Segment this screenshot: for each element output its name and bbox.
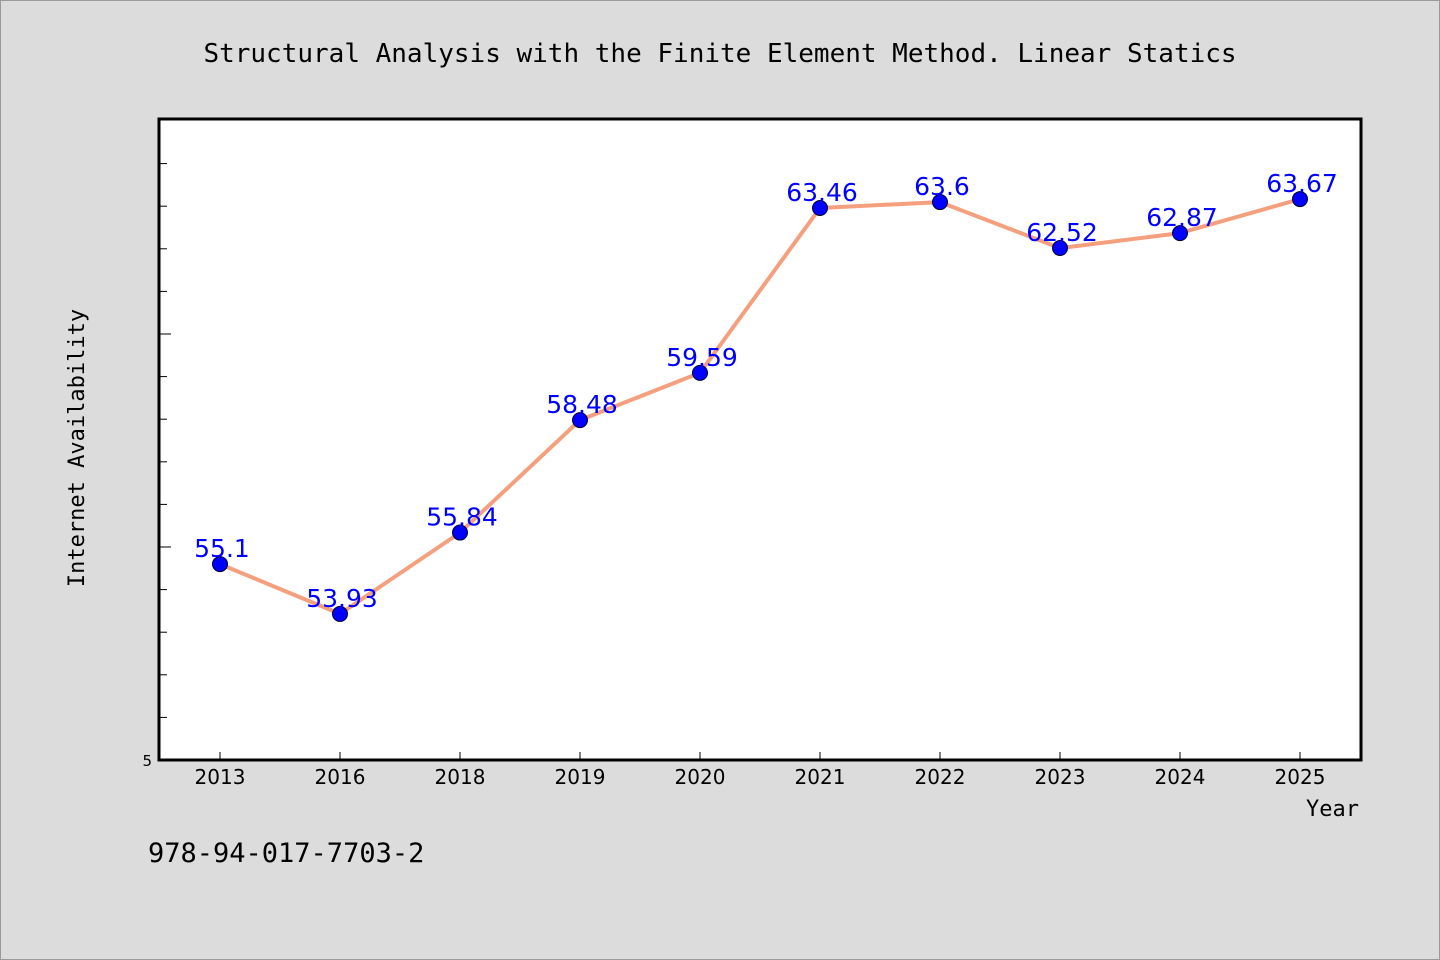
data-point — [932, 194, 948, 211]
x-tick-label: 2022 — [915, 765, 966, 789]
x-tick-label: 2024 — [1155, 765, 1206, 789]
data-label: 55.84 — [426, 503, 498, 532]
y-axis-label: Internet Availability — [65, 309, 90, 587]
data-label: 59.59 — [666, 343, 738, 372]
x-tick-label: 2018 — [435, 765, 486, 789]
x-tick-label: 2019 — [555, 765, 606, 789]
data-point — [692, 364, 708, 381]
data-label: 55.1 — [194, 534, 250, 563]
x-axis-label: Year — [1306, 797, 1359, 822]
isbn-text: 978-94-017-7703-2 — [148, 838, 424, 869]
data-point — [212, 556, 228, 573]
y-axis-ticks: 5 — [142, 163, 171, 770]
x-tick-label: 2021 — [795, 765, 846, 789]
data-label: 62.52 — [1026, 218, 1098, 247]
data-point — [1172, 225, 1188, 242]
data-label: 53.93 — [306, 584, 378, 613]
data-label: 58.48 — [546, 390, 618, 419]
data-label: 62.87 — [1146, 203, 1218, 232]
data-label: 63.6 — [914, 172, 970, 201]
data-label: 63.46 — [786, 178, 858, 207]
data-point — [332, 605, 348, 622]
x-tick-label: 2025 — [1275, 765, 1326, 789]
data-markers — [212, 191, 1308, 622]
chart-title: Structural Analysis with the Finite Elem… — [203, 39, 1236, 69]
data-point — [452, 524, 468, 541]
x-tick-label: 2016 — [315, 765, 366, 789]
data-point — [1292, 191, 1308, 208]
y-tick-label: 5 — [142, 752, 152, 770]
x-axis-ticks: 2013 2016 2018 2019 2020 2021 2022 2023 2024 2025 — [195, 752, 1326, 789]
data-label: 63.67 — [1266, 169, 1338, 198]
data-point — [1052, 240, 1068, 257]
x-tick-label: 2020 — [675, 765, 726, 789]
x-tick-label: 2023 — [1035, 765, 1086, 789]
data-labels: 55.1 53.93 55.84 58.48 59.59 63.46 63.6 62.52 62… — [194, 169, 1338, 613]
plot-area — [157, 117, 1363, 762]
series-line — [218, 197, 1302, 616]
data-point — [572, 412, 588, 429]
x-tick-label: 2013 — [195, 765, 246, 789]
data-point — [812, 200, 828, 217]
